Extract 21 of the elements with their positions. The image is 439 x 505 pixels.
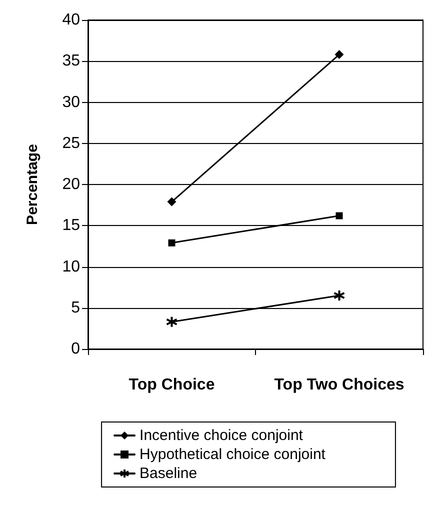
x-tick-label: Top Choice [128,376,215,394]
y-axis-title: Percentage [24,144,41,225]
y-tick-label: 35 [62,52,80,70]
x-tick-label: Top Two Choices [274,376,404,394]
point [333,290,346,302]
point [168,239,176,246]
legend-label: Incentive choice conjoint [140,427,304,444]
legend-label: Hypothetical choice conjoint [140,446,326,463]
point [334,50,344,60]
point [167,197,176,206]
y-tick-label: 40 [62,12,80,28]
y-tick-label: 25 [62,134,80,152]
point [336,212,343,220]
y-tick-label: 30 [62,94,80,111]
y-tick-label: 5 [71,299,80,316]
point [166,316,178,328]
legend-label: Baseline [140,465,198,482]
y-tick-label: 10 [62,258,80,276]
y-tick-label: 20 [62,176,80,193]
y-tick-label: 15 [62,217,80,234]
y-tick-label: 0 [71,340,80,358]
